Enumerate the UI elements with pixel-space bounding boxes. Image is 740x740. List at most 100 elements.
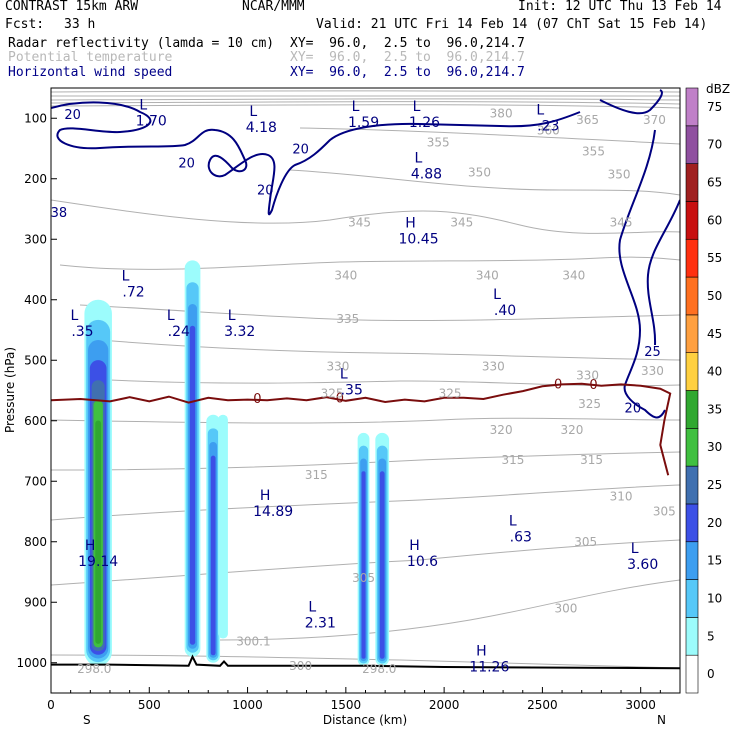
wind-label-3: 20 (292, 143, 309, 158)
theta-label-7: 350 (608, 168, 631, 182)
theta-label-17: 330 (576, 368, 599, 382)
colorbar-label-0: 0 (707, 667, 715, 681)
extremum-value-13: 14.89 (253, 504, 293, 520)
x-tick-label-3: 1500 (331, 698, 362, 712)
theta-label-26: 315 (580, 453, 603, 467)
extremum-kind-6: H (405, 215, 416, 231)
colorbar-swatch-55 (685, 238, 699, 278)
theta-label-20: 325 (439, 387, 462, 401)
theta-label-13: 340 (562, 269, 585, 283)
colorbar-label-45: 45 (707, 327, 722, 341)
theta-label-34: 298.0 (362, 662, 396, 676)
colorbar-title: dBZ (706, 82, 730, 96)
colorbar-label-60: 60 (707, 213, 722, 227)
extremum-value-11: 3.32 (224, 324, 255, 340)
extremum-value-18: 2.31 (305, 616, 336, 632)
refl-cell-1-level-20 (189, 325, 196, 645)
extremum-kind-4: L (536, 102, 544, 118)
colorbar-swatch-60 (685, 201, 699, 240)
refl-cell-4-level-20 (361, 471, 366, 659)
colorbar-label-65: 65 (707, 176, 722, 190)
colorbar-label-25: 25 (707, 478, 722, 492)
extremum-kind-9: L (71, 308, 79, 324)
y-axis: 100 200 300 400 500 600 700 800 900 1000 (16, 111, 57, 670)
theta-label-21: 325 (578, 397, 601, 411)
theta-contour-305 (51, 539, 680, 586)
y-tick-label-6: 700 (24, 474, 47, 488)
wind-label-6: 38 (51, 206, 68, 221)
colorbar-swatch-10 (685, 579, 699, 618)
colorbar-swatch-30 (685, 428, 699, 467)
model-title: CONTRAST 15km ARW (5, 0, 139, 14)
theta-label-23: 320 (560, 423, 583, 437)
y-tick-label-5: 600 (24, 414, 47, 428)
freezing-level-label-0: 0 (253, 392, 261, 407)
colorbar-swatch-45 (685, 314, 699, 353)
theta-contour-320 (51, 417, 680, 424)
extremum-kind-11: L (228, 308, 236, 324)
theta-label-8: 345 (348, 215, 371, 229)
extremum-value-9: .35 (71, 324, 93, 340)
extremum-value-10: .24 (168, 324, 190, 340)
colorbar-swatch-5 (685, 617, 699, 656)
colorbar-swatch-25 (685, 465, 699, 505)
field-xy-theta: XY= 96.0, 2.5 to 96.0,214.7 (290, 50, 525, 65)
extremum-kind-12: L (340, 367, 348, 383)
y-tick-label-1: 200 (24, 172, 47, 186)
x-tick-label-1: 500 (138, 698, 161, 712)
theta-label-22: 320 (490, 423, 513, 437)
theta-label-31: 300 (555, 601, 578, 615)
colorbar-label-40: 40 (707, 365, 722, 379)
extremum-kind-14: L (509, 514, 517, 530)
extremum-kind-8: L (493, 287, 501, 303)
colorbar-swatch-0 (685, 654, 699, 694)
colorbar-swatch-65 (685, 163, 699, 202)
extremum-kind-5: L (415, 151, 423, 167)
field-name-wind: Horizontal wind speed (8, 65, 173, 80)
theta-label-12: 340 (476, 269, 499, 283)
x-axis: 0 500 1000 1500 2000 2500 3000 (47, 687, 661, 712)
freezing-level-label-1: 0 (336, 391, 344, 406)
field-name-reflectivity: Radar reflectivity (lamda = 10 cm) (8, 36, 275, 51)
colorbar-label-75: 75 (707, 100, 722, 114)
extremum-value-14: .63 (510, 530, 532, 546)
extremum-kind-0: L (139, 97, 147, 113)
theta-label-33: 300 (289, 659, 312, 673)
theta-label-5: 355 (582, 145, 605, 159)
extremum-value-3: 1.26 (409, 115, 440, 131)
colorbar-label-20: 20 (707, 516, 722, 530)
colorbar-label-70: 70 (707, 138, 722, 152)
colorbar-swatch-35 (685, 390, 699, 429)
extremum-value-12: .35 (341, 383, 363, 399)
theta-contour-350 (289, 169, 680, 196)
y-tick-label-2: 300 (24, 232, 47, 246)
colorbar-label-50: 50 (707, 289, 722, 303)
wind-contour-lines (51, 89, 680, 419)
y-tick-label-4: 500 (24, 353, 47, 367)
theta-contour-340 (59, 256, 680, 270)
theta-label-9: 345 (450, 215, 473, 229)
freezing-level-label-3: 0 (589, 378, 597, 393)
y-tick-label-7: 800 (24, 535, 47, 549)
wind-label-0: 20 (64, 108, 81, 123)
extremum-kind-10: L (167, 308, 175, 324)
freezing-level-label-2: 0 (554, 377, 562, 392)
theta-label-10: 345 (610, 215, 633, 229)
theta-label-29: 305 (574, 535, 597, 549)
valid-time: Valid: 21 UTC Fri 14 Feb 14 (07 ChT Sat … (316, 17, 708, 32)
extremum-value-2: 1.59 (348, 115, 379, 131)
x-tick-label-6: 3000 (625, 698, 656, 712)
colorbar-label-35: 35 (707, 402, 722, 416)
y-axis-title: Pressure (hPa) (3, 347, 17, 433)
y-tick-label-8: 900 (24, 595, 47, 609)
wind-label-2: 20 (257, 184, 274, 199)
theta-label-28: 305 (352, 571, 375, 585)
surface-layer (51, 654, 680, 670)
colorbar-swatch-20 (685, 503, 699, 543)
theta-contour-345 (51, 199, 680, 234)
theta-label-27: 310 (610, 489, 633, 503)
extremum-kind-17: L (631, 541, 639, 557)
freezing-level-layer: 0 0 0 0 (51, 377, 672, 476)
wind-label-5: 20 (625, 401, 642, 416)
